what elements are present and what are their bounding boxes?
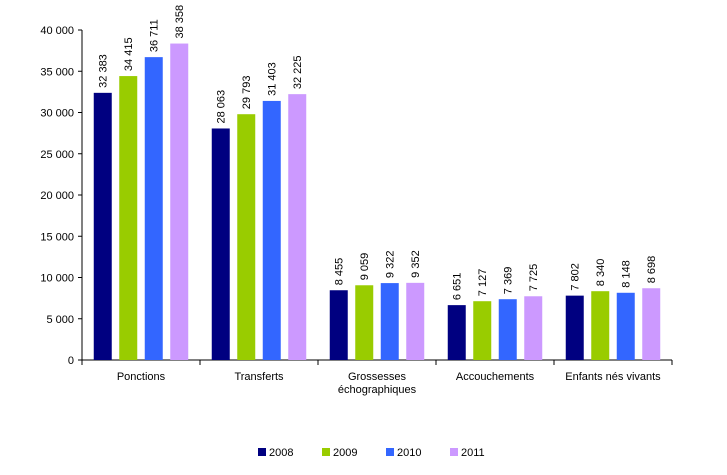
bar-2011 <box>288 94 307 361</box>
legend-item-2008: 2008 <box>258 447 293 459</box>
y-tick-label: 35 000 <box>40 66 74 78</box>
bar-2008 <box>93 92 112 361</box>
bar-2010 <box>498 299 517 360</box>
bar-2008 <box>211 128 230 360</box>
bar-2009 <box>591 291 610 360</box>
legend: 2008 2009 2010 2011 <box>258 447 485 459</box>
data-label: 8 698 <box>646 256 658 284</box>
data-label: 7 127 <box>477 269 489 297</box>
x-tick-label-line: Transferts <box>234 371 284 383</box>
legend-swatch <box>386 448 394 456</box>
x-tick-label: Enfants nés vivants <box>565 371 661 383</box>
y-tick-label: 5 000 <box>46 314 74 326</box>
bar-2009 <box>119 76 138 361</box>
data-label: 7 369 <box>503 267 515 295</box>
bar-2011 <box>524 296 543 360</box>
legend-swatch <box>450 448 458 456</box>
data-label: 28 063 <box>216 90 228 124</box>
data-labels: 32 383 28 063 8 455 6 651 7 802 34 415 29 793 9… <box>98 5 659 300</box>
legend-item-2009: 2009 <box>322 447 357 459</box>
bar-2010 <box>144 57 163 361</box>
x-tick-label: Ponctions <box>117 371 166 383</box>
bar-2008 <box>565 295 584 360</box>
y-tick-label: 10 000 <box>40 273 74 285</box>
legend-item-2010: 2010 <box>386 447 421 459</box>
data-label: 36 711 <box>149 19 161 52</box>
bars <box>93 43 661 361</box>
data-label: 8 455 <box>334 258 346 286</box>
bar-2009 <box>237 114 256 360</box>
data-label: 31 403 <box>267 62 279 96</box>
x-tick-label-line: Ponctions <box>117 371 166 383</box>
legend-swatch <box>322 448 330 456</box>
data-label: 34 415 <box>123 37 135 71</box>
legend-item-2011: 2011 <box>450 447 485 459</box>
bar-2010 <box>380 283 399 360</box>
x-tick-label-line: Enfants nés vivants <box>565 371 661 383</box>
data-label: 9 322 <box>385 251 397 279</box>
y-tick-label: 25 000 <box>40 149 74 161</box>
x-tick-label: Grossesses échographiques <box>338 371 417 396</box>
data-label: 9 059 <box>359 253 371 281</box>
y-tick-label: 40 000 <box>40 25 74 37</box>
data-label: 29 793 <box>241 76 253 110</box>
data-label: 38 358 <box>174 5 186 39</box>
data-label: 7 802 <box>570 263 582 291</box>
x-tick-label-line: Grossesses <box>348 371 407 383</box>
bar-2011 <box>170 43 189 360</box>
bar-2011 <box>642 288 661 360</box>
axes: 0 5 000 10 000 15 000 20 000 25 000 30 000 35 0… <box>40 25 673 396</box>
data-label: 8 148 <box>621 260 633 288</box>
x-tick-label-line: échographiques <box>338 384 417 396</box>
bar-2010 <box>262 100 281 361</box>
data-label: 9 352 <box>410 250 422 278</box>
bar-2008 <box>447 305 466 360</box>
y-tick-label: 30 000 <box>40 108 74 120</box>
x-tick-label-line: Accouchements <box>456 371 535 383</box>
x-tick-label: Accouchements <box>456 371 535 383</box>
legend-label: 2008 <box>269 447 293 459</box>
data-label: 32 225 <box>292 55 304 89</box>
bar-2011 <box>406 282 425 360</box>
bar-2009 <box>473 301 492 360</box>
legend-label: 2010 <box>397 447 421 459</box>
y-tick-label: 20 000 <box>40 190 74 202</box>
y-tick-label: 15 000 <box>40 231 74 243</box>
data-label: 7 725 <box>528 264 540 292</box>
data-label: 32 383 <box>98 54 110 88</box>
legend-swatch <box>258 448 266 456</box>
legend-label: 2011 <box>461 447 485 459</box>
x-tick-label: Transferts <box>234 371 284 383</box>
bar-2009 <box>355 285 374 360</box>
bar-2008 <box>329 290 348 360</box>
data-label: 6 651 <box>452 273 464 301</box>
legend-label: 2009 <box>333 447 357 459</box>
bar-2010 <box>616 292 635 360</box>
y-tick-label: 0 <box>68 355 74 367</box>
data-label: 8 340 <box>595 259 607 287</box>
